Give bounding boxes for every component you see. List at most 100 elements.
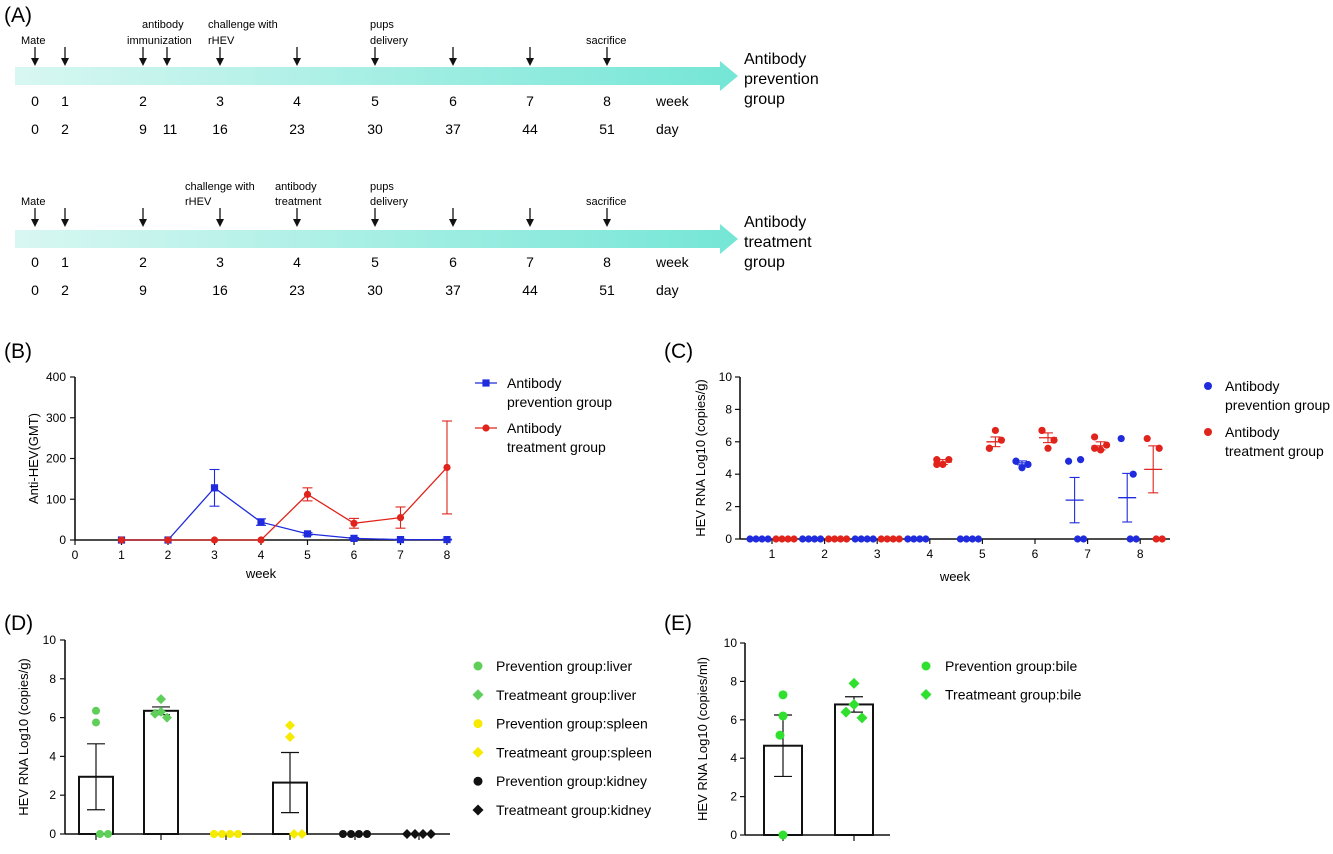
down-arrow-icon (139, 208, 147, 227)
data-point (1080, 535, 1088, 543)
day-number: 51 (599, 282, 615, 298)
panel-label-b: (B) (4, 340, 32, 363)
x-tick-label: 0 (72, 548, 79, 562)
legend-item: Prevention group:spleen (473, 716, 648, 732)
x-tick-label: 2 (821, 547, 828, 561)
data-point (1065, 457, 1073, 465)
group-title-line: prevention (744, 71, 819, 88)
y-tick-label: 2 (725, 500, 732, 514)
week-number: 2 (139, 254, 147, 270)
data-point (1143, 434, 1151, 443)
down-arrow-icon (31, 47, 39, 66)
group-title-line: group (744, 91, 785, 108)
x-tick-label: 5 (979, 547, 986, 561)
day-number: 16 (212, 282, 228, 298)
event-label-line: Mate (21, 35, 45, 47)
legend-marker (921, 661, 931, 671)
data-point (150, 708, 160, 719)
data-point (775, 730, 785, 740)
data-point (772, 535, 780, 543)
data-point (1126, 535, 1134, 543)
week-number: 6 (449, 254, 457, 270)
timeline-prevention: Mate antibody immunization challenge wit… (15, 19, 819, 137)
x-tick-label: 8 (444, 548, 451, 562)
legend-label: Treatmeant group:kidney (496, 802, 651, 818)
x-tick-label: 1 (769, 547, 776, 561)
data-point (297, 829, 307, 839)
data-point (910, 535, 918, 543)
day-number: 0 (31, 282, 39, 298)
data-point (210, 830, 218, 838)
data-point (1132, 535, 1140, 543)
data-point (285, 732, 295, 742)
week-number: 0 (31, 93, 39, 109)
data-point (968, 535, 977, 543)
x-axis-title: week (939, 569, 971, 584)
down-arrow-icon (293, 208, 301, 227)
timeline-treatment-weeks: 0 1 2 3 4 5 6 7 8 week (31, 254, 690, 270)
data-point (811, 535, 819, 543)
down-arrow-icon (371, 47, 379, 66)
timeline-treatment-event-challenge: challenge with rHEV (185, 181, 255, 208)
data-point (877, 535, 885, 543)
legend-item: Antibody treatment group (475, 420, 606, 455)
panel-label-e: (E) (664, 612, 692, 635)
y-tick-label: 2 (730, 790, 737, 804)
data-point (790, 535, 798, 543)
legend-marker (473, 776, 483, 786)
legend-item: Treatmeant group:bile (920, 687, 1082, 703)
arrow-head (526, 219, 534, 227)
data-point (991, 426, 1000, 435)
down-arrow-icon (61, 47, 69, 66)
data-point (92, 706, 100, 715)
event-label-line: Mate (21, 196, 45, 208)
y-tick-label: 0 (725, 532, 732, 546)
arrow-head (31, 58, 39, 66)
event-label-line: pups (370, 181, 394, 193)
data-point (396, 535, 405, 544)
down-arrow-icon (293, 47, 301, 66)
timeline-prevention-arrow (15, 61, 738, 91)
data-point (848, 677, 860, 689)
y-tick-label: 200 (46, 452, 66, 466)
timeline-treatment-title: Antibody treatment group (744, 214, 812, 271)
week-number: 7 (526, 254, 534, 270)
data-point (974, 535, 983, 543)
data-point (985, 444, 994, 452)
data-point (1091, 433, 1099, 441)
data-point (956, 535, 965, 543)
legend-label: Antibody (1225, 378, 1279, 394)
y-tick-label: 4 (730, 751, 737, 765)
timeline-treatment-arrow (15, 224, 738, 254)
data-point (410, 829, 420, 839)
legend-label: Antibody (507, 420, 561, 436)
data-point (1044, 444, 1052, 452)
down-arrow-icon (449, 208, 457, 227)
arrow-head (31, 219, 39, 227)
data-point (257, 536, 265, 544)
day-number: 51 (599, 121, 615, 137)
y-tick-label: 0 (49, 827, 56, 841)
y-tick-label: 8 (725, 402, 732, 416)
data-point (350, 519, 358, 527)
y-tick-label: 0 (730, 828, 737, 842)
day-number: 9 (139, 121, 147, 137)
arrow-head (293, 58, 301, 66)
legend-marker (482, 424, 490, 432)
arrow-head (61, 219, 69, 227)
down-arrow-icon (163, 47, 171, 66)
event-label-line: challenge with (185, 181, 255, 193)
legend-label: Prevention group:bile (945, 658, 1078, 674)
data-point (226, 830, 234, 838)
data-point (778, 690, 788, 700)
day-number: 2 (61, 282, 69, 298)
x-tick-label: 1 (118, 548, 125, 562)
arrow-head (216, 219, 224, 227)
data-point (817, 535, 825, 543)
data-point (104, 830, 112, 838)
event-label-line: challenge with (208, 19, 278, 31)
data-point (92, 718, 100, 727)
data-point (402, 829, 412, 839)
timeline-treatment-event-mate: Mate (21, 196, 45, 208)
